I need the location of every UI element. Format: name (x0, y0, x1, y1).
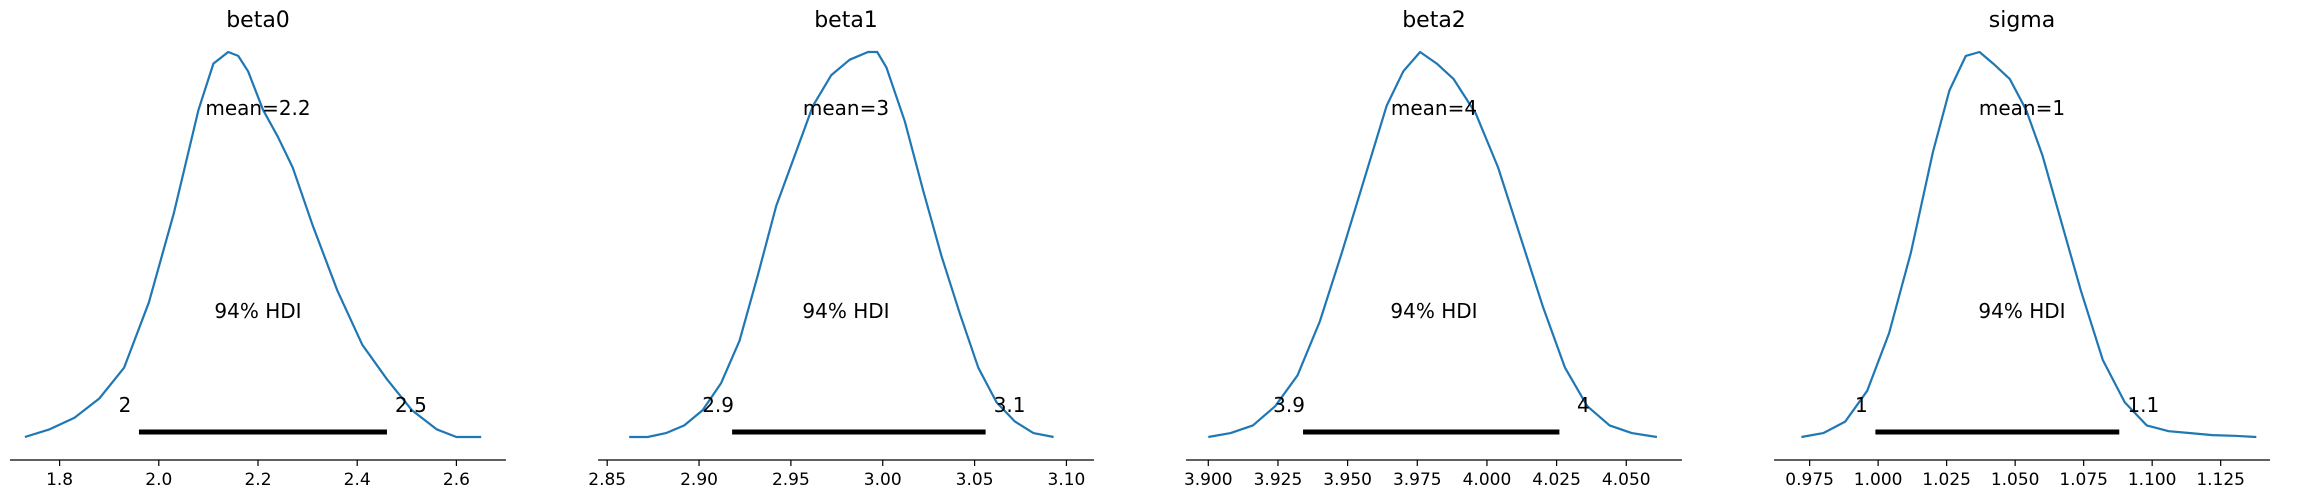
x-tick-label: 3.00 (864, 470, 902, 490)
x-tick-label: 1.8 (46, 470, 73, 490)
x-tick-label: 2.0 (145, 470, 172, 490)
x-tick-label: 2.85 (588, 470, 626, 490)
x-tick-label: 3.950 (1323, 470, 1372, 490)
x-tick-label: 1.100 (2128, 470, 2177, 490)
hdi-low-label: 2 (119, 393, 132, 417)
x-tick-label: 4.000 (1463, 470, 1512, 490)
hdi-low-label: 3.9 (1273, 393, 1305, 417)
hdi-high-label: 2.5 (395, 393, 427, 417)
x-tick-label: 1.050 (1991, 470, 2040, 490)
x-tick-label: 3.975 (1393, 470, 1442, 490)
mean-label: mean=2.2 (205, 96, 310, 120)
hdi-low-label: 1 (1855, 393, 1868, 417)
x-tick-label: 2.90 (680, 470, 718, 490)
hdi-label: 94% HDI (802, 299, 889, 323)
density-curve (1208, 50, 1658, 439)
density-curve (1801, 50, 2257, 439)
posterior-panel-beta2: beta2 mean=4 94% HDI 3.9 4 3.900 3.925 3.950 3.9… (1184, 8, 1682, 490)
x-tick-label: 1.025 (1922, 470, 1971, 490)
x-tick-label: 4.050 (1602, 470, 1651, 490)
posterior-panel-beta0: beta0 mean=2.2 94% HDI 2 2.5 1.8 2.0 2.2 2.4 2.6 (10, 8, 506, 490)
panel-title: beta1 (814, 8, 878, 33)
hdi-label: 94% HDI (214, 299, 301, 323)
mean-label: mean=1 (1979, 96, 2065, 120)
hdi-label: 94% HDI (1978, 299, 2065, 323)
panel-title: beta2 (1402, 8, 1466, 33)
x-tick-label: 3.900 (1184, 470, 1233, 490)
x-tick-label: 3.05 (956, 470, 994, 490)
x-tick-label: 2.4 (344, 470, 371, 490)
x-tick-label: 1.075 (2059, 470, 2108, 490)
mean-label: mean=3 (803, 96, 889, 120)
mean-label: mean=4 (1391, 96, 1477, 120)
x-tick-label: 1.125 (2196, 470, 2245, 490)
x-tick-label: 1.000 (1854, 470, 1903, 490)
panel-title: sigma (1989, 8, 2055, 33)
hdi-low-label: 2.9 (702, 393, 734, 417)
density-curve (24, 50, 482, 439)
density-curve (629, 50, 1054, 439)
x-tick-label: 2.95 (772, 470, 810, 490)
x-tick-label: 0.975 (1785, 470, 1834, 490)
panel-title: beta0 (226, 8, 290, 33)
x-tick-label: 3.10 (1048, 470, 1086, 490)
hdi-high-label: 3.1 (994, 393, 1026, 417)
hdi-high-label: 4 (1577, 393, 1590, 417)
x-tick-label: 2.2 (244, 470, 271, 490)
hdi-label: 94% HDI (1390, 299, 1477, 323)
x-tick-label: 4.025 (1532, 470, 1581, 490)
posterior-panel-beta1: beta1 mean=3 94% HDI 2.9 3.1 2.85 2.90 2.95 3.00… (588, 8, 1094, 490)
x-tick-label: 3.925 (1254, 470, 1303, 490)
x-tick-label: 2.6 (443, 470, 470, 490)
posterior-panel-sigma: sigma mean=1 94% HDI 1 1.1 0.975 1.000 1.025 1.0… (1774, 8, 2270, 490)
hdi-high-label: 1.1 (2127, 393, 2159, 417)
